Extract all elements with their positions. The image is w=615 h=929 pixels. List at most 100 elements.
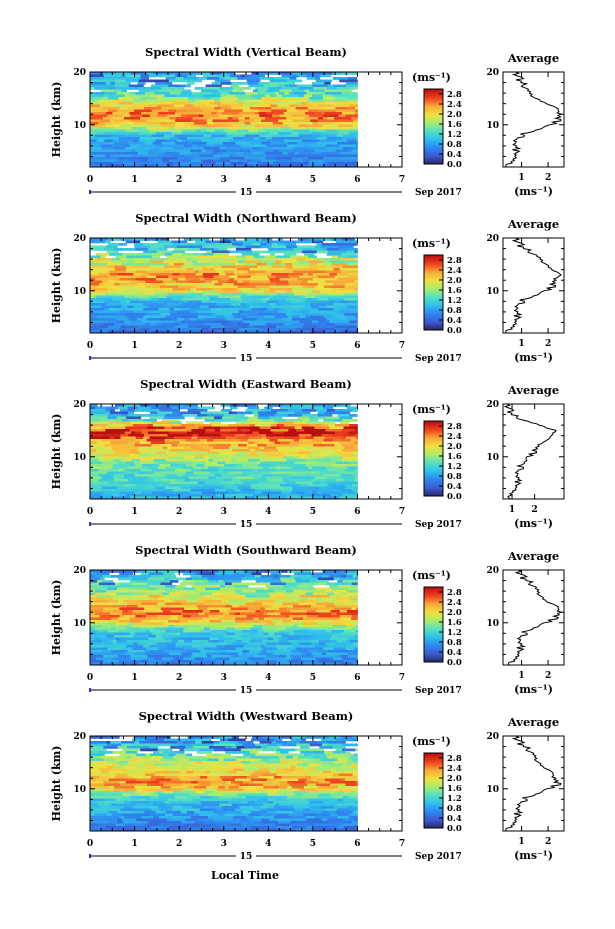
- heatmap-cell: [234, 454, 246, 457]
- heatmap-cell: [165, 404, 179, 407]
- date-day: 15: [240, 354, 253, 364]
- heatmap-cell: [251, 592, 269, 596]
- heatmap-cell: [279, 288, 293, 291]
- heatmap-cell: [244, 134, 260, 138]
- colorbar-segment: [424, 132, 443, 134]
- heatmap-cell: [121, 414, 128, 417]
- heatmap-cell: [301, 627, 312, 631]
- heatmap-cell: [238, 102, 244, 105]
- colorbar-segment: [424, 638, 443, 641]
- heatmap-cell: [202, 761, 213, 764]
- heatmap-cell: [335, 600, 352, 603]
- heatmap-cell: [216, 112, 223, 115]
- heatmap-cell: [320, 758, 338, 762]
- heatmap-cell: [218, 77, 224, 80]
- heatmap-cell: [342, 481, 348, 485]
- heatmap-cell: [214, 149, 227, 153]
- heatmap-cell: [195, 139, 202, 143]
- heatmap-cell: [261, 758, 269, 762]
- heatmap-cell: [310, 119, 319, 123]
- heatmap-cell: [237, 285, 256, 289]
- heatmap-cell: [166, 645, 176, 648]
- heatmap-cell: [327, 164, 343, 168]
- heatmap-cell: [110, 595, 119, 598]
- heatmap-cell: [355, 283, 358, 286]
- heatmap-cell: [240, 144, 250, 148]
- profile-x-tick-label: 1: [518, 339, 524, 349]
- heatmap-cell: [317, 431, 331, 435]
- heatmap-cell: [184, 456, 195, 460]
- heatmap-cell: [119, 310, 134, 314]
- heatmap-cell: [119, 139, 134, 143]
- heatmap-cell: [268, 620, 273, 623]
- heatmap-cell: [332, 285, 345, 289]
- heatmap-cell: [346, 592, 358, 596]
- colorbar-segment: [424, 610, 443, 612]
- heatmap-cell: [241, 325, 248, 329]
- heatmap-cell: [304, 89, 310, 93]
- heatmap-cell: [241, 298, 257, 301]
- heatmap-cell: [114, 590, 122, 593]
- heatmap-cell: [121, 637, 140, 641]
- heatmap-cell: [194, 657, 204, 661]
- heatmap-cell: [152, 632, 162, 636]
- heatmap-cell: [216, 575, 235, 578]
- heatmap-cell: [192, 434, 199, 437]
- heatmap-cell: [90, 285, 97, 289]
- heatmap-cell: [260, 496, 269, 500]
- colorbar-segment: [424, 122, 443, 124]
- heatmap-cell: [169, 431, 188, 435]
- heatmap-cell: [115, 315, 128, 319]
- heatmap-cell: [111, 134, 124, 138]
- heatmap-cell: [292, 736, 306, 739]
- heatmap-cell: [300, 288, 317, 291]
- heatmap-cell: [90, 758, 104, 762]
- heatmap-cell: [286, 590, 294, 593]
- heatmap-cell: [308, 162, 324, 165]
- heatmap-cell: [313, 592, 327, 596]
- heatmap-cell: [130, 582, 148, 586]
- colorbar-segment: [424, 319, 443, 321]
- heatmap-cell: [309, 424, 316, 427]
- heatmap-cell: [335, 240, 351, 244]
- colorbar-segment: [424, 154, 443, 156]
- heatmap-cell: [159, 409, 164, 412]
- heatmap-cell: [95, 295, 113, 299]
- heatmap-cell: [266, 736, 281, 739]
- heatmap-cell: [112, 449, 130, 452]
- x-tick-label: 3: [221, 341, 227, 351]
- heatmap-cell: [232, 476, 237, 480]
- heatmap-cell: [166, 451, 178, 455]
- heatmap-cell: [211, 250, 230, 254]
- colorbar-segment: [424, 429, 443, 431]
- colorbar-segment: [424, 107, 443, 109]
- heatmap-cell: [225, 461, 240, 465]
- heatmap-cell: [174, 625, 186, 628]
- heatmap-cell: [240, 313, 248, 316]
- heatmap-cell: [315, 154, 328, 158]
- heatmap-cell: [319, 582, 327, 586]
- heatmap-cell: [202, 441, 218, 445]
- heatmap-cell: [281, 99, 294, 103]
- heatmap-cell: [212, 152, 218, 155]
- heatmap-cell: [90, 147, 102, 150]
- heatmap-cell: [201, 491, 216, 495]
- heatmap-cell: [156, 635, 163, 638]
- heatmap-cell: [323, 157, 342, 160]
- heatmap-cell: [221, 72, 228, 75]
- heatmap-cell: [167, 114, 182, 118]
- colorbar-segment: [424, 422, 443, 424]
- heatmap-cell: [323, 114, 340, 118]
- heatmap-cell: [90, 489, 101, 492]
- heatmap-cell: [278, 84, 286, 88]
- heatmap-cell: [355, 444, 358, 447]
- heatmap-cell: [184, 283, 194, 286]
- colorbar-segment: [424, 89, 443, 91]
- heatmap-cell: [232, 243, 244, 246]
- heatmap-cell: [145, 630, 150, 633]
- colorbar-segment: [424, 292, 443, 294]
- heatmap-cell: [181, 406, 198, 410]
- heatmap-cell: [210, 605, 226, 608]
- heatmap-cell: [355, 476, 358, 480]
- heatmap-cell: [292, 642, 301, 646]
